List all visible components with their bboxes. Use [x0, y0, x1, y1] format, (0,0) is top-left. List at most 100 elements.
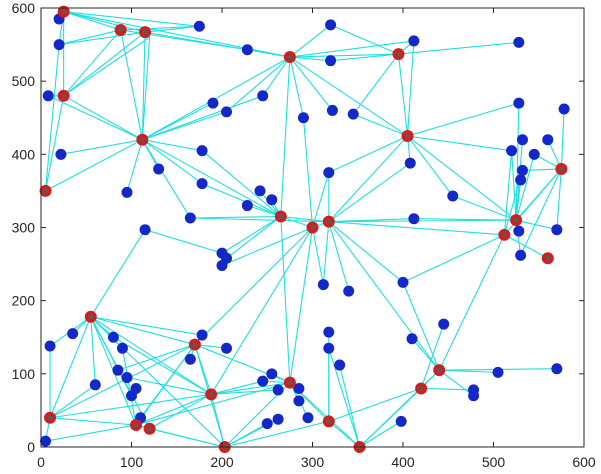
network-link	[210, 227, 313, 395]
blue-node-point	[326, 104, 338, 116]
network-link	[511, 150, 517, 221]
red-node-point	[392, 48, 405, 61]
network-link	[289, 56, 333, 111]
red-node-point	[139, 26, 152, 39]
red-node-center	[326, 418, 332, 424]
network-link	[58, 29, 121, 46]
network-link	[280, 56, 291, 217]
network-link	[90, 316, 195, 346]
y-tick-label: 500	[12, 73, 36, 89]
blue-node-point	[44, 340, 56, 352]
blue-node-point	[513, 36, 525, 48]
network-link	[63, 11, 146, 33]
y-tick-label: 600	[12, 0, 36, 16]
network-link	[280, 215, 329, 223]
blue-node-point	[254, 185, 266, 197]
red-node-point	[306, 221, 319, 234]
network-link	[330, 24, 399, 55]
network-link	[322, 221, 330, 285]
network-link	[289, 56, 304, 118]
blue-node-point	[323, 326, 335, 338]
network-link	[190, 217, 329, 223]
red-node-center	[43, 188, 48, 194]
blue-node-point	[221, 342, 233, 354]
red-node-center	[61, 93, 67, 99]
blue-node-point	[216, 260, 228, 272]
network-link	[49, 316, 92, 418]
network-link	[328, 135, 408, 174]
red-node-center	[405, 133, 410, 139]
red-node-point	[39, 184, 52, 197]
red-node-point	[510, 214, 523, 227]
red-node-center	[139, 137, 145, 143]
network-link	[120, 29, 143, 140]
network-link	[420, 323, 445, 389]
red-node-point	[205, 388, 218, 401]
network-link	[438, 369, 474, 397]
network-link	[515, 219, 557, 231]
network-link	[142, 111, 227, 141]
network-link	[311, 172, 330, 228]
network-link	[211, 389, 279, 395]
blue-node-point	[302, 412, 314, 424]
blue-node-point	[551, 224, 563, 236]
red-node-center	[326, 219, 332, 225]
network-link	[211, 382, 290, 395]
blue-node-point	[542, 134, 554, 146]
network-link	[289, 227, 314, 383]
network-link	[328, 221, 404, 283]
red-node-center	[118, 27, 124, 33]
blue-node-point	[116, 342, 128, 354]
blue-node-point	[447, 190, 459, 202]
network-link	[520, 168, 562, 256]
network-link	[63, 31, 146, 97]
x-tick-label: 400	[391, 454, 415, 470]
network-link	[63, 11, 200, 27]
blue-node-point	[241, 200, 253, 212]
network-link	[522, 168, 562, 171]
blue-node-point	[139, 224, 151, 236]
network-link	[190, 215, 281, 219]
network-link	[289, 53, 399, 58]
network-link	[406, 40, 415, 137]
network-link	[328, 221, 505, 236]
red-node-point	[283, 376, 296, 389]
network-link	[142, 139, 203, 185]
blue-node-point	[297, 112, 309, 124]
red-node-center	[287, 380, 293, 386]
network-link	[142, 95, 263, 141]
network-link	[121, 348, 137, 426]
blue-node-point	[528, 148, 540, 160]
network-link	[330, 53, 399, 62]
blue-node-point	[107, 331, 119, 343]
blue-node-point	[438, 318, 450, 330]
network-link	[135, 382, 291, 426]
network-link	[438, 234, 505, 371]
network-link	[353, 113, 408, 137]
blue-node-point	[266, 368, 278, 380]
nodes-layer	[39, 5, 570, 453]
network-link	[224, 420, 329, 448]
blue-node-point	[261, 418, 273, 430]
blue-node-point	[67, 328, 79, 340]
red-node-point	[274, 210, 287, 223]
red-node-point	[401, 130, 414, 143]
network-link	[142, 139, 203, 152]
network-link	[63, 36, 150, 97]
red-node-center	[208, 391, 214, 397]
red-node-center	[513, 217, 519, 223]
network-link	[398, 41, 519, 55]
y-tick-label: 200	[12, 293, 36, 309]
network-link	[413, 218, 517, 221]
red-node-center	[436, 367, 442, 373]
blue-node-point	[515, 249, 527, 261]
blue-node-point	[506, 145, 518, 157]
network-link	[201, 183, 282, 218]
x-tick-label: 300	[301, 454, 325, 470]
x-tick-label: 600	[572, 454, 596, 470]
red-node-point	[541, 252, 554, 265]
network-link	[142, 139, 282, 218]
blue-node-point	[53, 39, 65, 51]
red-node-point	[283, 51, 296, 64]
blue-node-point	[513, 97, 525, 109]
